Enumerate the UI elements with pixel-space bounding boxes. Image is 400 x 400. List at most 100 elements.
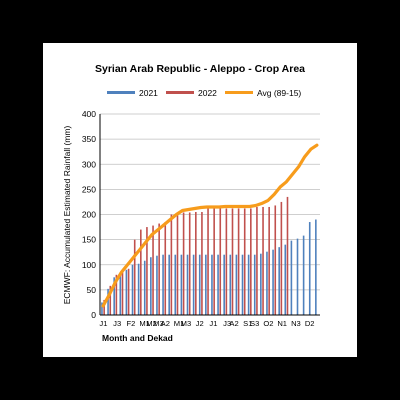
bar-2021 [315,219,317,315]
bar-2021 [101,302,103,315]
bar-2022 [109,285,112,315]
x-tick-label: J3 [223,319,231,328]
x-tick-label: A2 [161,319,170,328]
bar-2022 [195,211,197,315]
bar-2022 [274,205,277,315]
x-tick-label: J3 [113,319,121,328]
bar-2021 [205,254,207,315]
x-tick-label: O2 [263,319,273,328]
bar-2021 [131,264,134,315]
y-tick-label: 150 [82,235,96,245]
bars [101,196,317,315]
x-tick-label: J2 [196,319,204,328]
bar-2021 [272,249,274,315]
x-tick-label: M3 [181,319,192,328]
y-axis-label: ECMWF: Accumulated Estimated Rainfall (m… [62,126,72,305]
x-tick-label: D2 [305,319,315,328]
bar-2022 [243,208,246,315]
bar-2021 [290,240,293,315]
bar-2021 [308,222,311,315]
bar-2022 [158,223,160,315]
x-tick-label: S3 [250,319,259,328]
chart-title: Syrian Arab Republic - Aleppo - Crop Are… [95,63,305,75]
chart-panel: Syrian Arab Republic - Aleppo - Crop Are… [43,43,357,357]
bar-2021 [217,254,219,315]
bar-2021 [241,254,244,315]
bar-2022 [262,206,264,315]
bar-2022 [280,201,283,315]
bar-2021 [211,254,213,315]
x-tick-label: M2 [146,319,157,328]
bar-2021 [143,260,146,315]
x-tick-label: M1 [139,319,150,328]
bar-2021 [137,263,140,315]
y-tick-label: 300 [82,159,96,169]
rainfall-chart: Syrian Arab Republic - Aleppo - Crop Are… [62,63,320,343]
avg-line-layer [101,143,319,308]
bar-2022 [213,208,215,315]
bar-2022 [133,239,136,315]
y-tick-label: 0 [91,310,96,320]
bar-2021 [107,288,109,315]
bar-2022 [250,208,252,315]
bar-2021 [162,254,164,315]
bar-2022 [127,268,130,315]
legend-label-1: 2022 [198,88,217,98]
x-tick-label: J1 [209,319,217,328]
x-axis-label: Month and Dekad [102,333,173,343]
bar-2021 [186,254,189,315]
bar-2021 [125,269,128,315]
x-tick-label: A2 [229,319,238,328]
bar-2021 [192,254,195,315]
bar-2022 [237,208,240,315]
bar-2022 [146,227,148,315]
bar-2022 [121,270,124,315]
legend-label-0: 2021 [139,88,158,98]
bar-2022 [225,208,228,315]
bar-2022 [188,212,191,315]
bar-2022 [256,206,258,315]
bar-2021 [284,244,287,315]
bar-2021 [113,277,115,315]
bar-2021 [296,238,299,315]
legend-swatch-1 [166,91,194,94]
bar-2021 [235,254,238,315]
y-tick-label: 200 [82,210,96,220]
bar-2022 [170,214,173,315]
axes [99,114,320,316]
bar-2021 [223,254,225,315]
bar-2021 [278,247,280,315]
bar-2021 [180,254,183,315]
bar-2022 [176,213,179,315]
bar-2021 [266,251,268,315]
x-tick-label: N1 [277,319,287,328]
x-tick-label: F2 [127,319,136,328]
bar-2022 [115,274,118,315]
bar-2021 [156,255,158,315]
y-tick-label: 100 [82,260,96,270]
bar-2021 [247,254,250,315]
x-tick-label: S1 [243,319,252,328]
bar-2021 [260,253,262,315]
bar-2021 [150,257,152,315]
bar-2021 [302,235,305,315]
x-tick-label: J1 [99,319,107,328]
bar-2021 [253,254,256,315]
legend: 2021 2022 Avg (89-15) [107,88,301,98]
bar-2022 [231,208,234,315]
bar-2022 [164,222,167,315]
bar-2022 [182,212,185,315]
bar-2022 [207,208,209,315]
bar-2022 [103,299,105,315]
bar-2021 [174,254,177,315]
y-tick-label: 400 [82,109,96,119]
x-tick-label: M1 [174,319,185,328]
bar-2021 [229,254,232,315]
bar-2022 [201,211,203,315]
x-tick-label: M3 [153,319,164,328]
y-tick-label: 250 [82,184,96,194]
legend-label-2: Avg (89-15) [257,88,301,98]
avg-line [101,143,319,308]
bar-2022 [152,225,154,315]
